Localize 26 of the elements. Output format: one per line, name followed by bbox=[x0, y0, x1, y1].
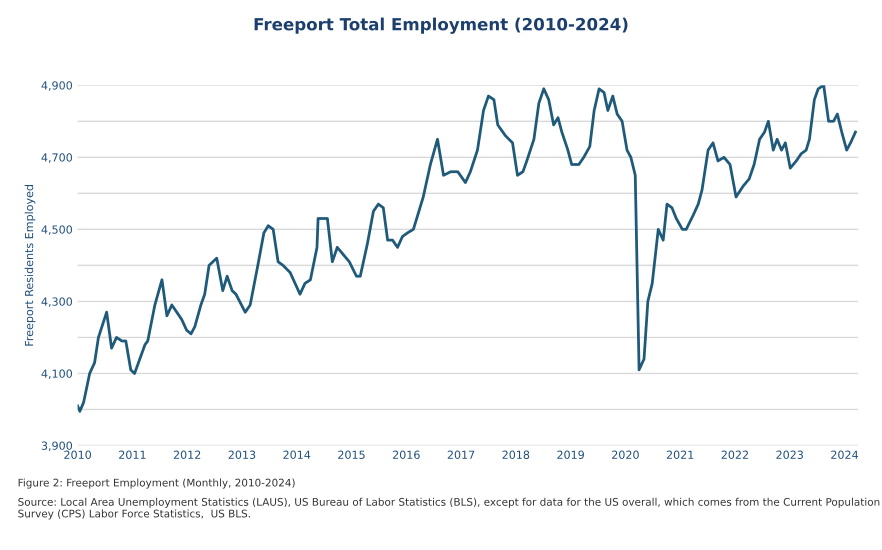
line-series bbox=[78, 85, 857, 413]
x-tick-label: 2013 bbox=[228, 450, 256, 459]
y-tick-label: 4,300 bbox=[41, 297, 72, 307]
x-tick-label: 2012 bbox=[174, 450, 200, 459]
chart-title: Freeport Total Employment (2010-2024) bbox=[254, 18, 628, 34]
x-tick-label: 2019 bbox=[557, 450, 584, 459]
x-tick-label: 2020 bbox=[612, 450, 639, 459]
x-tick-label: 2015 bbox=[338, 450, 365, 459]
x-tick-label: 2017 bbox=[448, 450, 474, 459]
y-tick-label: 4,900 bbox=[41, 81, 72, 91]
x-tick-label: 2016 bbox=[392, 450, 420, 459]
y-tick-label: 4,500 bbox=[41, 225, 72, 235]
source-note: Source: Local Area Unemployment Statistics (LAUS), US Bureau of Labor Statistics (BLS), except for data for the US overall, which comes from the Current Population Survey (CPS) Labor Force Statistics, US BLS. bbox=[18, 498, 880, 520]
caption: Figure 2: Freeport Employment (Monthly, 2010-2024) bbox=[18, 478, 295, 489]
x-tick-label: 2010 bbox=[64, 450, 92, 459]
x-tick-label: 2018 bbox=[502, 450, 530, 459]
y-axis-title: Freeport Residents Employed bbox=[24, 185, 36, 346]
y-tick-label: 3,900 bbox=[42, 441, 72, 452]
y-tick-label: 4,100 bbox=[41, 369, 72, 379]
x-tick-label: 2021 bbox=[666, 450, 694, 459]
y-tick-label: 4,700 bbox=[41, 153, 72, 163]
x-tick-label: 2011 bbox=[119, 450, 146, 459]
x-tick-label: 2014 bbox=[283, 450, 310, 459]
x-tick-label: 2022 bbox=[722, 450, 748, 459]
x-tick-label: 2024 bbox=[831, 450, 858, 459]
x-tick-label: 2023 bbox=[776, 450, 803, 459]
